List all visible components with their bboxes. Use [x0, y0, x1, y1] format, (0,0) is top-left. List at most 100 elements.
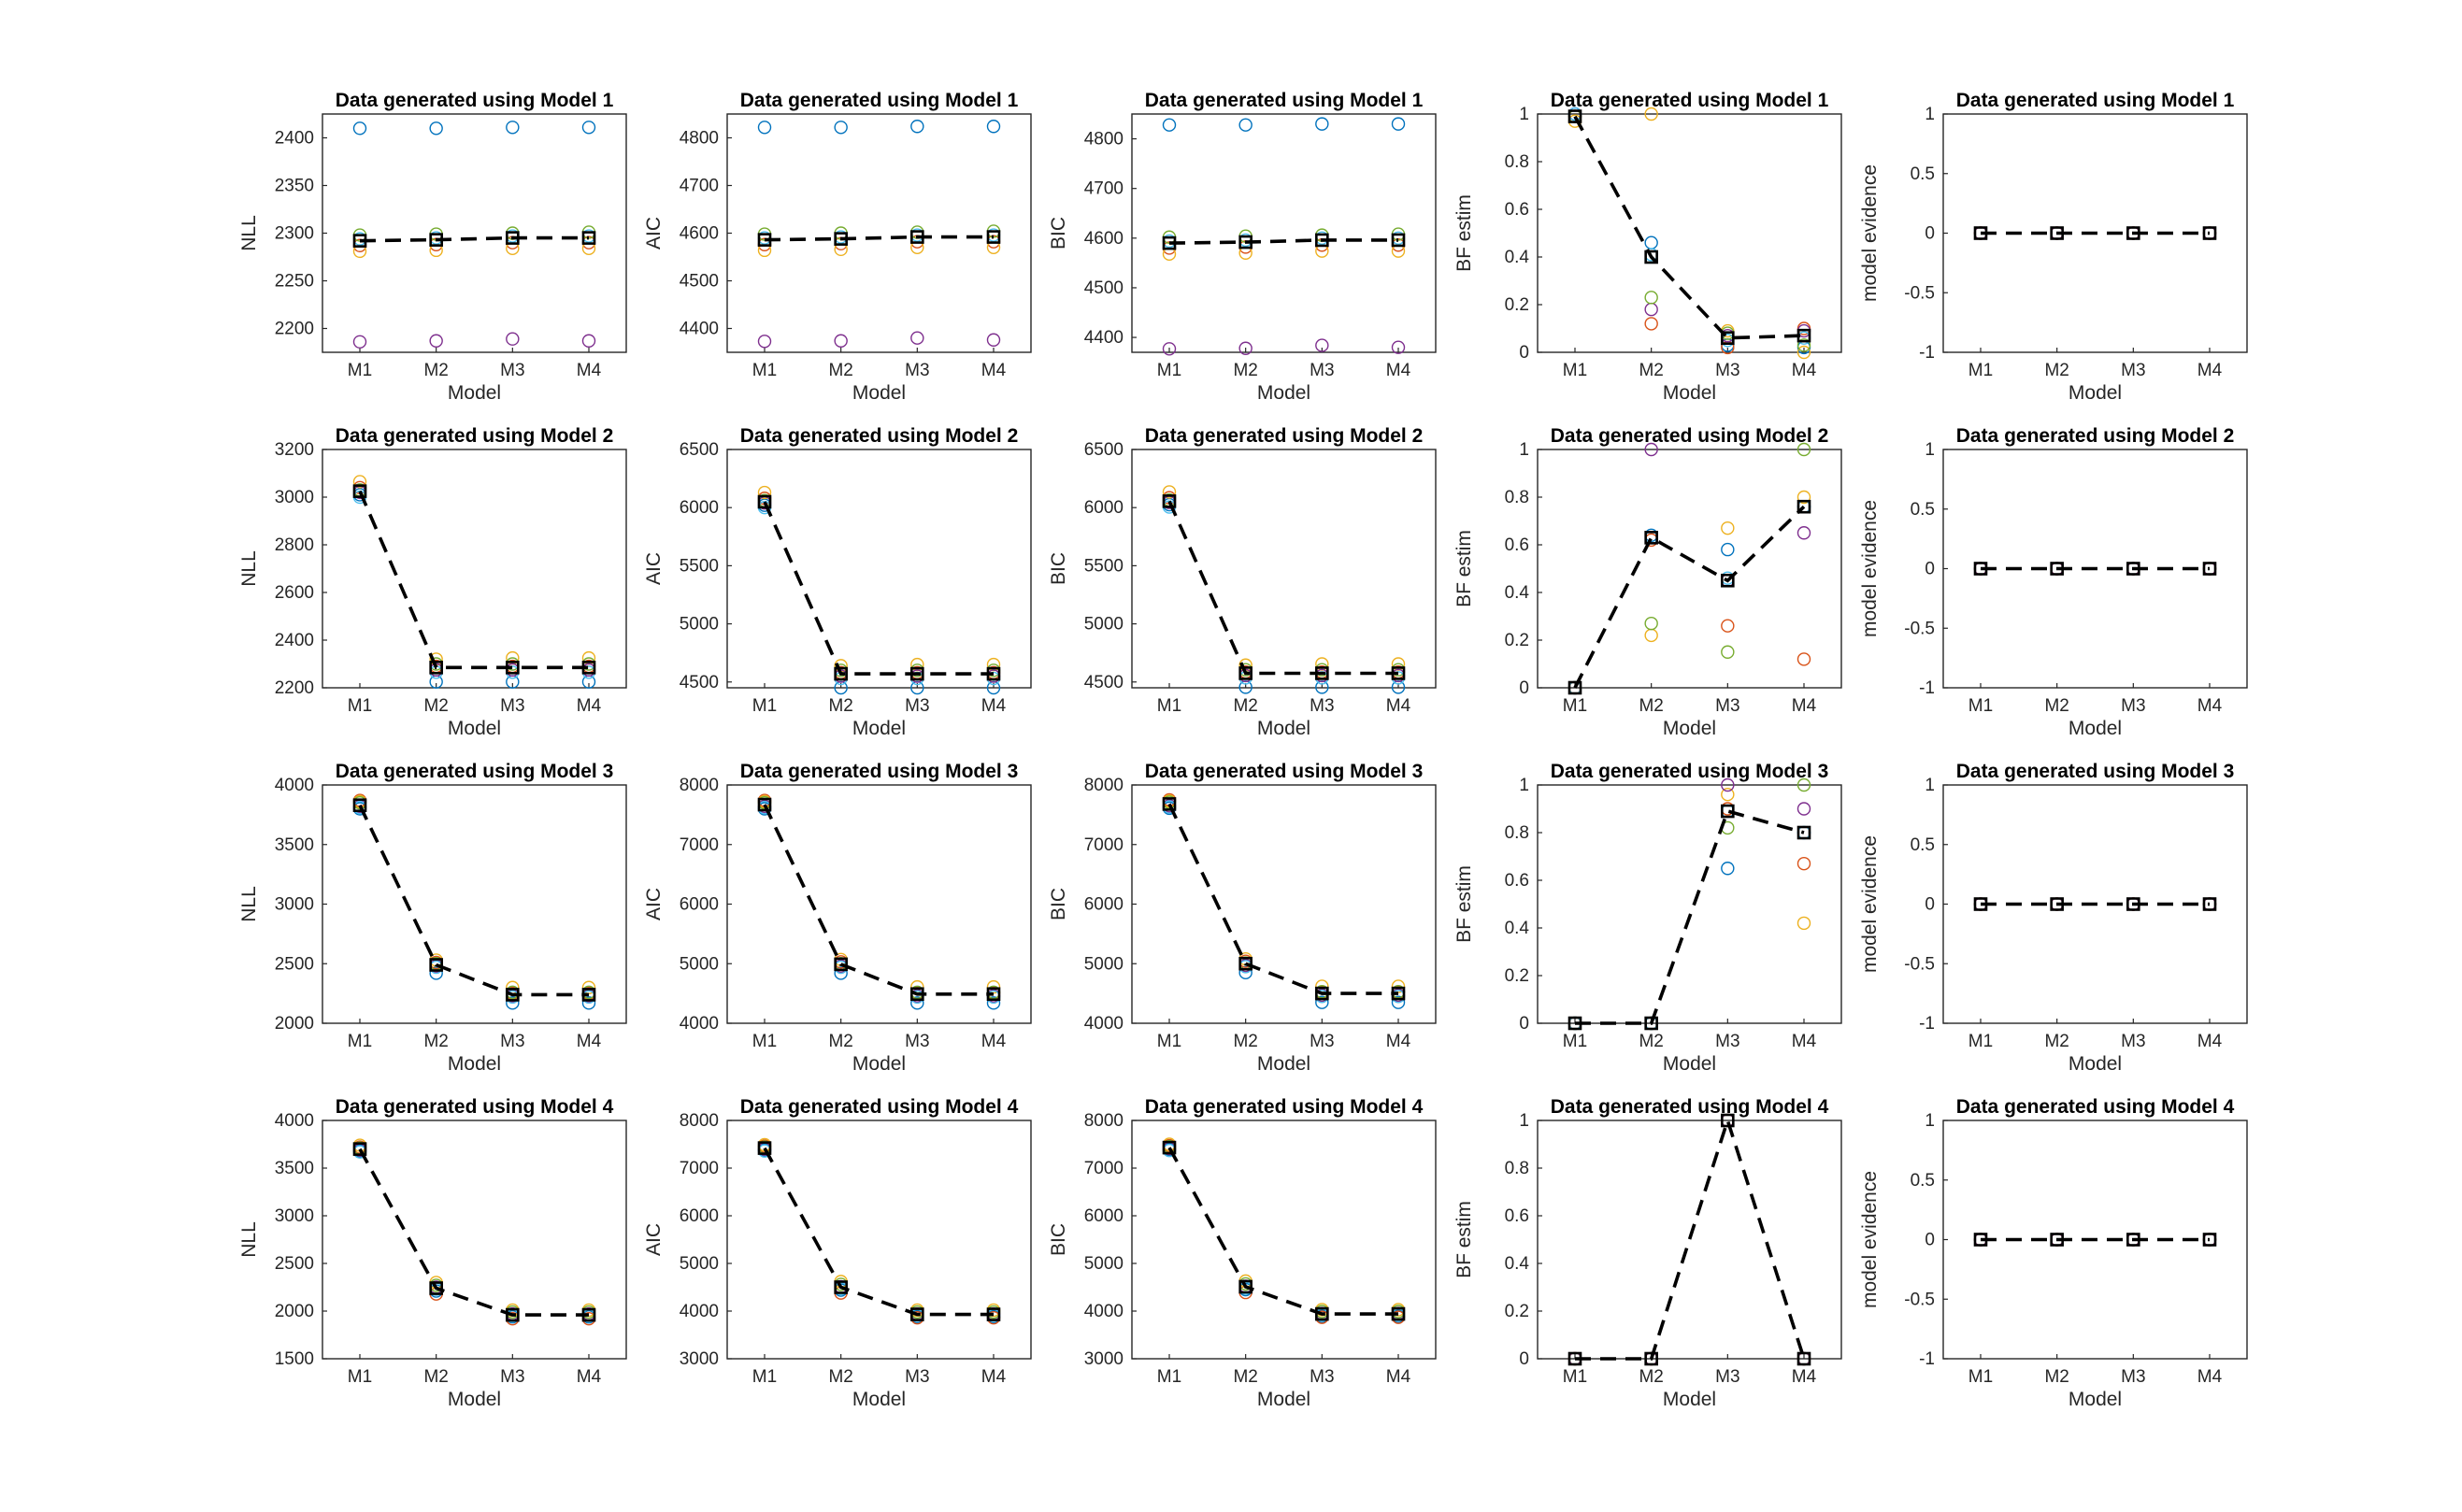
mean-marker	[429, 661, 443, 675]
mean-marker	[1973, 226, 1988, 240]
x-tick-label: M3	[1310, 1367, 1334, 1387]
y-tick-label: 2800	[275, 535, 314, 555]
mean-marker	[1315, 1306, 1329, 1321]
data-point	[1391, 117, 1406, 131]
y-axis-label: model evidence	[1859, 164, 1881, 302]
x-tick-label: M1	[348, 696, 372, 716]
mean-marker	[986, 1307, 1001, 1321]
mean-marker	[1644, 1351, 1658, 1366]
subplot-title: Data generated using Model 3	[1551, 761, 1829, 782]
mean-marker	[352, 1142, 367, 1156]
subplot-r1c5: -1 -0.5 0 0.5 1 M1 M2 M3 M4 Data generated using …	[1859, 90, 2248, 404]
x-tick-label: M3	[905, 696, 929, 716]
y-tick-label: -0.5	[1904, 1290, 1935, 1309]
y-tick-label: 0	[1519, 1349, 1529, 1369]
plot-frame	[726, 784, 1032, 1024]
mean-marker	[1238, 956, 1252, 971]
x-tick-label: M1	[752, 361, 777, 380]
subplot-title: Data generated using Model 2	[1145, 425, 1424, 447]
x-tick-label: M1	[348, 1367, 372, 1387]
mean-marker	[429, 958, 443, 972]
mean-marker	[757, 1141, 772, 1155]
plot-frame	[1537, 449, 1842, 689]
mean-line	[763, 804, 994, 996]
x-tick-label: M1	[1157, 1367, 1181, 1387]
mean-line	[1573, 505, 1806, 689]
plot-frame	[1131, 449, 1437, 689]
subplot-title: Data generated using Model 3	[1145, 761, 1424, 782]
y-tick-label: 0.6	[1505, 1206, 1529, 1226]
x-tick-label: M4	[1792, 361, 1817, 380]
y-tick-label: 4500	[680, 272, 719, 292]
y-tick-label: 4500	[680, 673, 719, 692]
x-axis-label: Model	[1663, 382, 1716, 404]
mean-marker	[1644, 531, 1658, 545]
mean-marker	[1721, 1113, 1735, 1128]
data-point	[429, 966, 443, 980]
y-tick-label: 0	[1519, 343, 1529, 363]
y-tick-label: 0.5	[1911, 500, 1935, 520]
mean-marker	[1973, 897, 1988, 911]
x-tick-label: M4	[1792, 696, 1817, 716]
subplot-r1c4: 0 0.2 0.4 0.6 0.8 1 M1 M2 M3 M4 Data generated usi…	[1453, 90, 1842, 404]
mean-line	[1575, 1115, 1806, 1361]
x-tick-label: M3	[1715, 361, 1739, 380]
mean-line	[764, 235, 994, 242]
plot-frame	[726, 113, 1032, 353]
y-tick-label: 4000	[680, 1302, 719, 1321]
x-tick-label: M2	[2044, 361, 2068, 380]
data-point	[429, 121, 443, 136]
mean-marker	[1644, 1016, 1658, 1031]
mean-marker	[910, 230, 924, 244]
subplot-title: Data generated using Model 4	[336, 1096, 614, 1118]
y-tick-label: 3500	[275, 835, 314, 855]
mean-marker	[910, 987, 924, 1002]
subplot-title: Data generated using Model 4	[1551, 1096, 1829, 1118]
x-axis-label: Model	[2068, 382, 2122, 404]
mean-line	[358, 804, 589, 997]
y-tick-label: 1	[1519, 776, 1529, 795]
data-point	[1644, 317, 1658, 331]
data-point	[1315, 117, 1329, 131]
mean-marker	[1391, 666, 1406, 680]
subplot-r4c3: 3000 4000 5000 6000 7000 8000 M1 M2 M3 M4 Data gen…	[1048, 1096, 1437, 1410]
y-tick-label: 0.4	[1505, 248, 1530, 267]
data-point	[1796, 652, 1811, 666]
y-axis-label: BIC	[1048, 552, 1069, 585]
x-tick-label: M4	[981, 1367, 1007, 1387]
plot-frame	[1537, 113, 1842, 353]
x-tick-label: M4	[981, 696, 1007, 716]
y-tick-label: 6000	[1084, 1206, 1124, 1226]
x-axis-label: Model	[448, 718, 501, 739]
mean-marker	[1315, 666, 1329, 680]
mean-marker	[910, 1307, 924, 1321]
data-point	[910, 331, 924, 345]
y-tick-label: -1	[1919, 343, 1935, 363]
mean-marker	[1391, 986, 1406, 1001]
subplot-title: Data generated using Model 2	[336, 425, 614, 447]
x-tick-label: M4	[981, 1032, 1007, 1051]
data-point	[1796, 802, 1811, 816]
mean-marker	[581, 231, 596, 245]
y-tick-label: 0	[1925, 895, 1935, 915]
y-tick-label: 4000	[275, 1111, 314, 1131]
y-tick-label: 0	[1925, 1231, 1935, 1250]
subplot-r2c4: 0 0.2 0.4 0.6 0.8 1 M1 M2 M3 M4 Data generated usi…	[1453, 425, 1842, 739]
y-tick-label: 8000	[1084, 776, 1124, 795]
data-point	[429, 334, 443, 348]
x-tick-label: M1	[1968, 1367, 1993, 1387]
x-tick-label: M2	[1639, 1367, 1663, 1387]
mean-marker	[581, 661, 596, 675]
data-point	[506, 996, 520, 1010]
subplot-title: Data generated using Model 4	[740, 1096, 1019, 1118]
y-tick-label: 0.8	[1505, 823, 1529, 843]
mean-marker	[1644, 250, 1658, 264]
mean-marker	[757, 494, 772, 509]
y-tick-label: 1	[1925, 1111, 1935, 1131]
y-tick-label: 7000	[1084, 835, 1124, 855]
mean-marker	[1567, 680, 1582, 695]
mean-line	[1168, 238, 1398, 245]
y-tick-label: 0	[1925, 560, 1935, 579]
data-point	[1721, 521, 1735, 535]
y-axis-label: model evidence	[1859, 1171, 1881, 1308]
